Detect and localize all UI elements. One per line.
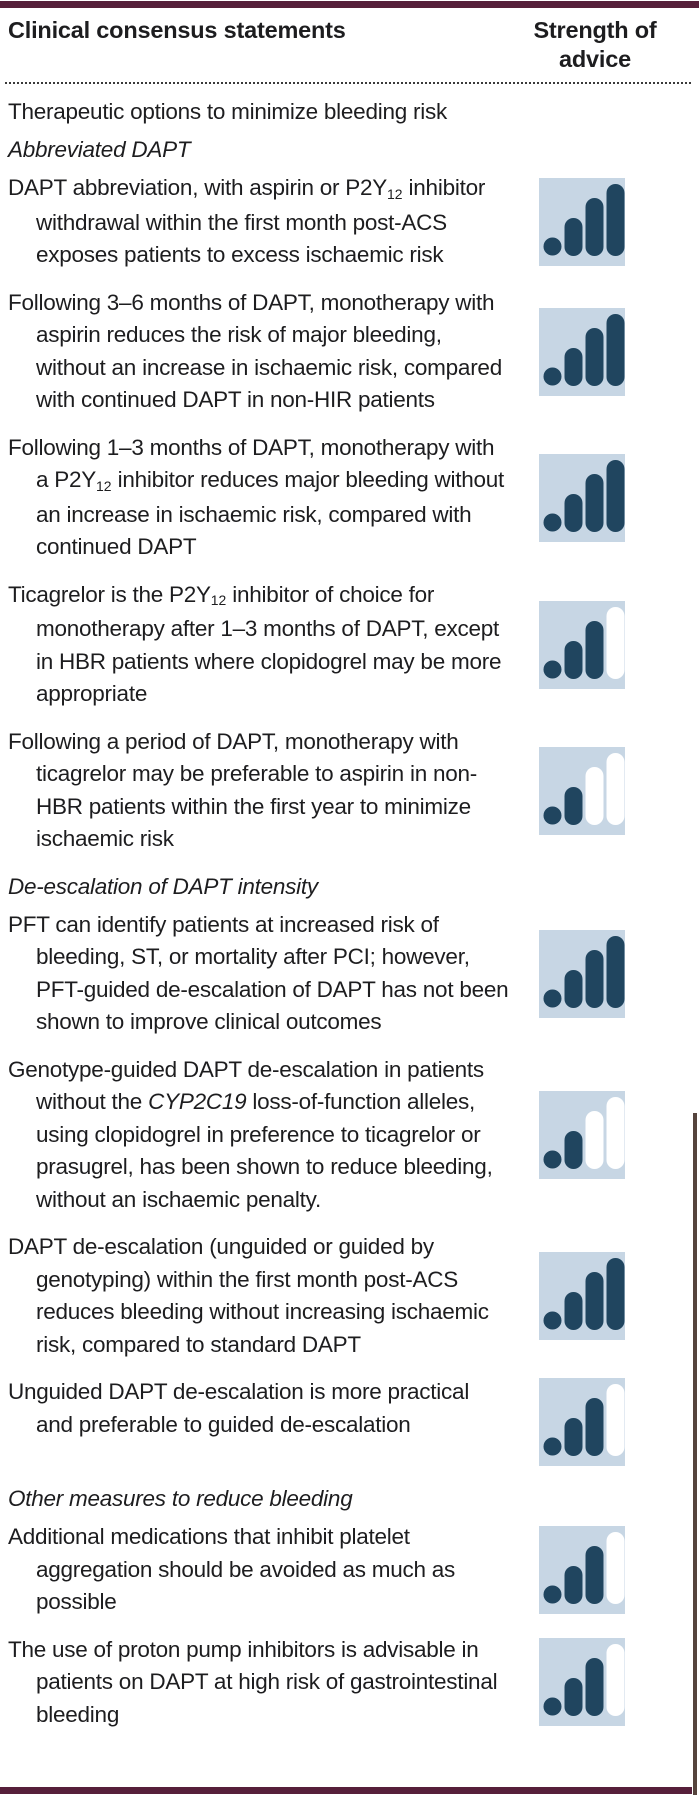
statement-text: Genotype-guided DAPT de-escalation in pa… (8, 1054, 511, 1217)
strength-of-advice-icon (539, 307, 625, 396)
statement-text: DAPT de-escalation (unguided or guided b… (8, 1231, 511, 1361)
strength-of-advice-icon (539, 929, 625, 1018)
text-segment: DAPT abbreviation, with aspirin or P2Y (8, 175, 388, 200)
strength-of-advice-icon (539, 1090, 625, 1179)
column-header-strength: Strength of advice (533, 17, 657, 72)
statement-row: Following a period of DAPT, monotherapy … (0, 726, 699, 856)
text-segment: PFT can identify patients at increased r… (8, 911, 509, 1035)
statement-text: Ticagrelor is the P2Y12 inhibitor of cho… (8, 579, 511, 711)
text-segment: inhibitor reduces major bleeding without… (36, 467, 505, 559)
subscript-text: 12 (387, 185, 403, 202)
strength-of-advice-icon (539, 746, 625, 835)
statement-row: The use of proton pump inhibitors is adv… (0, 1634, 699, 1732)
strength-of-advice-icon (539, 177, 625, 266)
subsection-heading: Other measures to reduce bleeding (0, 1483, 699, 1515)
text-segment: De-escalation of DAPT intensity (8, 873, 318, 899)
text-segment: Following 1–3 months of DAPT, monotherap… (8, 434, 495, 493)
text-segment: inhibitor withdrawal within the first mo… (36, 175, 486, 267)
text-segment: Unguided DAPT de-escalation is more prac… (8, 1379, 470, 1437)
column-header-statements: Clinical consensus statements (8, 17, 346, 43)
statement-text: Following 1–3 months of DAPT, monotherap… (8, 432, 511, 564)
adjacent-column-edge-line (693, 1113, 697, 1795)
statement-text: Unguided DAPT de-escalation is more prac… (8, 1376, 511, 1441)
strength-of-advice-icon (539, 453, 625, 542)
dotted-separator (5, 82, 691, 84)
statement-row: Additional medications that inhibit plat… (0, 1521, 699, 1619)
table-top-border (0, 1, 699, 8)
text-segment: Following a period of DAPT, monotherapy … (8, 728, 477, 852)
strength-of-advice-icon (539, 1525, 625, 1614)
subsection-heading: De-escalation of DAPT intensity (0, 871, 699, 903)
statement-text: PFT can identify patients at increased r… (8, 909, 511, 1039)
section-heading: Therapeutic options to minimize bleeding… (0, 96, 699, 128)
statement-text: Following a period of DAPT, monotherapy … (8, 726, 511, 856)
statement-row: DAPT de-escalation (unguided or guided b… (0, 1231, 699, 1361)
statement-row: Ticagrelor is the P2Y12 inhibitor of cho… (0, 579, 699, 711)
statement-text: Following 3–6 months of DAPT, monotherap… (8, 287, 511, 417)
statement-text: DAPT abbreviation, with aspirin or P2Y12… (8, 172, 511, 272)
statement-row: DAPT abbreviation, with aspirin or P2Y12… (0, 172, 699, 272)
text-segment: Abbreviated DAPT (8, 137, 191, 162)
text-segment: Ticagrelor is the P2Y (8, 581, 211, 607)
text-segment: loss-of-function alleles, using clopidog… (36, 1089, 493, 1212)
statement-row: Following 1–3 months of DAPT, monotherap… (0, 432, 699, 564)
text-segment: The use of proton pump inhibitors is adv… (8, 1636, 498, 1727)
statement-text: The use of proton pump inhibitors is adv… (8, 1634, 511, 1732)
strength-of-advice-icon (539, 1378, 625, 1466)
text-segment: Genotype-guided DAPT de-escalation in pa… (8, 1056, 484, 1115)
italic-gene-name: CYP2C19 (148, 1089, 247, 1114)
subsection-heading: Abbreviated DAPT (0, 134, 699, 166)
strength-of-advice-icon (539, 1252, 625, 1340)
subscript-text: 12 (96, 477, 112, 494)
text-segment: inhibitor of choice for monotherapy afte… (36, 581, 502, 707)
table-content: Clinical consensus statements Strength o… (0, 8, 699, 1746)
statement-row: Genotype-guided DAPT de-escalation in pa… (0, 1054, 699, 1217)
table-header-row: Clinical consensus statements Strength o… (0, 8, 699, 80)
text-segment: DAPT de-escalation (unguided or guided b… (8, 1234, 489, 1357)
text-segment: Following 3–6 months of DAPT, monotherap… (8, 289, 502, 413)
subscript-text: 12 (210, 592, 227, 609)
statement-row: Following 3–6 months of DAPT, monotherap… (0, 287, 699, 417)
table-bottom-border (0, 1787, 692, 1794)
text-segment: Therapeutic options to minimize bleeding… (8, 99, 447, 124)
strength-of-advice-icon (539, 1638, 625, 1727)
text-segment: Other measures to reduce bleeding (8, 1486, 353, 1511)
table-body: Therapeutic options to minimize bleeding… (0, 96, 699, 1731)
strength-of-advice-icon (539, 600, 625, 689)
text-segment: Additional medications that inhibit plat… (8, 1524, 456, 1614)
statement-text: Additional medications that inhibit plat… (8, 1521, 511, 1619)
statement-row: Unguided DAPT de-escalation is more prac… (0, 1376, 699, 1468)
statement-row: PFT can identify patients at increased r… (0, 909, 699, 1039)
